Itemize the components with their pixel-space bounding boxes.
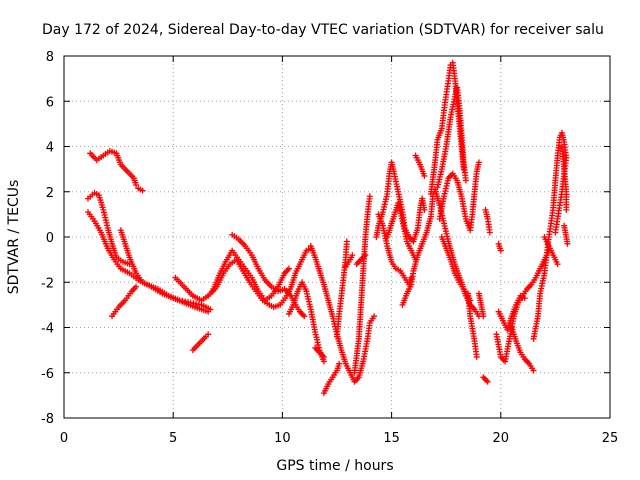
y-tick-label: 8 [46, 50, 54, 65]
data-point-marker [362, 252, 369, 259]
x-tick-label: 10 [274, 431, 291, 446]
data-point-marker [486, 229, 493, 236]
chart-title: Day 172 of 2024, Sidereal Day-to-day VTE… [42, 22, 604, 38]
data-point-marker [421, 206, 428, 213]
y-tick-label: 6 [46, 95, 54, 110]
axis-ticks: 0 5 10 15 20 25 -8 -6 -4 -2 0 2 4 6 8 [41, 50, 618, 446]
data-point-marker [421, 172, 428, 179]
data-point-marker [205, 308, 212, 315]
y-tick-label: -4 [41, 322, 54, 337]
data-point-marker [480, 313, 487, 320]
data-point-marker [554, 261, 561, 268]
data-point-marker [343, 238, 350, 245]
data-point-marker [205, 331, 212, 338]
x-tick-label: 25 [602, 431, 619, 446]
data-point-marker [497, 247, 504, 254]
data-point-marker [139, 187, 146, 194]
x-tick-label: 5 [169, 431, 177, 446]
y-tick-label: 2 [46, 186, 54, 201]
data-point-marker [349, 252, 356, 259]
data-point-marker [320, 353, 327, 360]
data-point-marker [521, 295, 528, 302]
data-point-marker [484, 378, 491, 385]
data-point-marker [366, 193, 373, 200]
data-point-marker [564, 240, 571, 247]
x-axis-label: GPS time / hours [276, 458, 393, 474]
y-axis-label: SDTVAR / TECUs [6, 180, 22, 295]
data-points [85, 59, 571, 397]
data-point-marker [133, 283, 140, 290]
y-tick-label: 0 [46, 231, 54, 246]
x-tick-label: 0 [60, 431, 68, 446]
data-point-marker [462, 177, 469, 184]
data-point-marker [530, 367, 537, 374]
data-point-marker [473, 353, 480, 360]
data-point-marker [371, 313, 378, 320]
x-tick-label: 15 [383, 431, 400, 446]
y-tick-label: 4 [46, 141, 54, 156]
data-point-marker [285, 265, 292, 272]
data-point-marker [133, 181, 140, 188]
x-tick-label: 20 [493, 431, 510, 446]
data-point-marker [563, 206, 570, 213]
data-point-marker [475, 159, 482, 166]
grid-lines [64, 56, 610, 418]
data-point-marker [301, 313, 308, 320]
data-point-marker [336, 360, 343, 367]
y-tick-label: -6 [41, 367, 54, 382]
y-tick-label: -8 [41, 412, 54, 427]
data-point-marker [552, 229, 559, 236]
y-tick-label: -2 [41, 276, 54, 291]
